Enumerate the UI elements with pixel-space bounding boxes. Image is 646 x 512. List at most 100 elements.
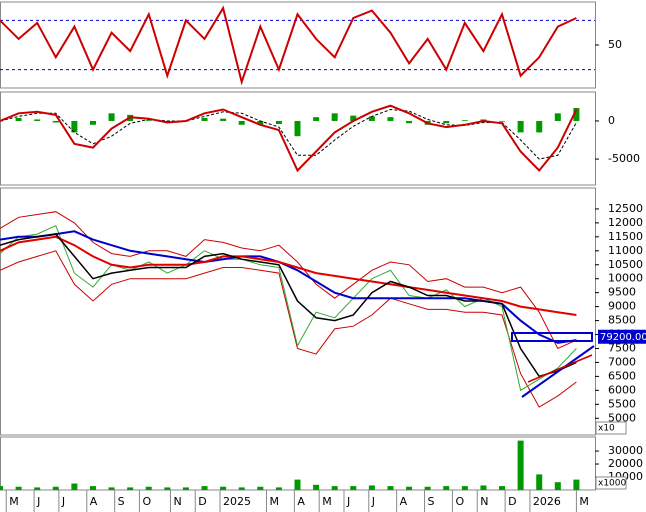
bar — [238, 487, 245, 490]
x-tick-label: S — [118, 495, 125, 508]
x-tick-label: N — [480, 495, 488, 508]
bar — [145, 486, 152, 490]
bar — [499, 120, 506, 122]
bar — [480, 485, 487, 490]
bar — [34, 119, 41, 121]
bar — [257, 486, 264, 490]
x-tick-label: M — [9, 495, 19, 508]
unit-label: x1000 — [598, 479, 627, 489]
y-tick-label: 50 — [608, 38, 622, 51]
x-tick-label: N — [173, 495, 181, 508]
x-tick-label: O — [142, 495, 151, 508]
series-line — [0, 235, 577, 316]
bar — [443, 486, 450, 490]
y-tick-label: 9000 — [608, 300, 636, 313]
y-tick-label: 20000 — [608, 457, 643, 470]
series-line — [0, 5, 577, 86]
bar — [517, 120, 524, 133]
bar — [350, 486, 357, 490]
bar — [461, 486, 468, 490]
x-tick-label: M — [270, 495, 280, 508]
bar — [0, 486, 3, 490]
bar — [294, 479, 301, 490]
x-tick-label: 2025 — [223, 495, 251, 508]
bar — [554, 113, 561, 121]
bar — [573, 479, 580, 490]
trend-line — [527, 354, 593, 383]
y-tick-label: 5000 — [608, 411, 636, 424]
bar — [387, 117, 394, 121]
bar — [71, 120, 78, 133]
bar — [536, 120, 543, 133]
x-tick-label: M — [579, 495, 589, 508]
x-tick-label: J — [36, 495, 40, 508]
unit-box — [595, 421, 627, 435]
unit-box — [595, 476, 627, 490]
x-tick-label: J — [371, 495, 375, 508]
bar — [406, 486, 413, 490]
y-tick-label: 12000 — [608, 216, 643, 229]
series-line — [0, 211, 577, 350]
bar — [220, 118, 227, 121]
x-tick-label: A — [400, 495, 408, 508]
bar — [424, 486, 431, 490]
last-price-label: 79200.00 — [600, 332, 646, 343]
bar — [108, 113, 115, 121]
bar — [257, 120, 264, 125]
x-tick-label: M — [322, 495, 332, 508]
x-tick-label: S — [428, 495, 435, 508]
trend-line — [521, 345, 595, 398]
y-tick-label: 10500 — [608, 258, 643, 271]
bar — [201, 117, 208, 121]
bar — [127, 487, 134, 490]
bar — [499, 486, 506, 490]
bar — [331, 486, 338, 490]
bar — [238, 120, 245, 125]
bar — [15, 117, 22, 121]
bar — [89, 486, 96, 490]
series-line — [0, 104, 578, 173]
bar — [331, 113, 338, 121]
bar — [517, 440, 524, 490]
x-tick-label: D — [198, 495, 206, 508]
bar — [71, 483, 78, 490]
y-tick-label: 11500 — [608, 230, 643, 243]
range-box — [511, 332, 593, 342]
bar — [294, 120, 301, 137]
bar — [145, 120, 152, 121]
x-tick-label: J — [346, 495, 350, 508]
x-tick-label: O — [455, 495, 464, 508]
x-tick-label: J — [61, 495, 65, 508]
bar — [275, 120, 282, 125]
bar — [387, 486, 394, 490]
y-tick-label: 6500 — [608, 369, 636, 382]
series-line — [0, 250, 577, 408]
bar — [443, 120, 450, 124]
panel-frame — [0, 91, 596, 186]
bar — [201, 486, 208, 490]
x-tick-label: D — [508, 495, 516, 508]
last-price-box — [598, 329, 646, 344]
bar — [15, 486, 22, 490]
bar — [52, 486, 59, 490]
bar — [573, 108, 580, 121]
y-tick-label: 7500 — [608, 341, 636, 354]
bar — [164, 487, 171, 490]
y-tick-label: 9500 — [608, 286, 636, 299]
bar — [313, 117, 320, 121]
bar — [368, 116, 375, 121]
bar — [89, 120, 96, 125]
y-tick-label: 8500 — [608, 314, 636, 327]
y-tick-label: 7000 — [608, 355, 636, 368]
x-tick-label: A — [90, 495, 98, 508]
bar — [34, 487, 41, 490]
x-tick-label: 2026 — [533, 495, 561, 508]
bar — [275, 487, 282, 490]
bar — [52, 120, 59, 123]
y-tick-label: 6000 — [608, 383, 636, 396]
series-line — [0, 233, 577, 378]
y-tick-label: 5500 — [608, 397, 636, 410]
y-tick-label: 11000 — [608, 244, 643, 257]
